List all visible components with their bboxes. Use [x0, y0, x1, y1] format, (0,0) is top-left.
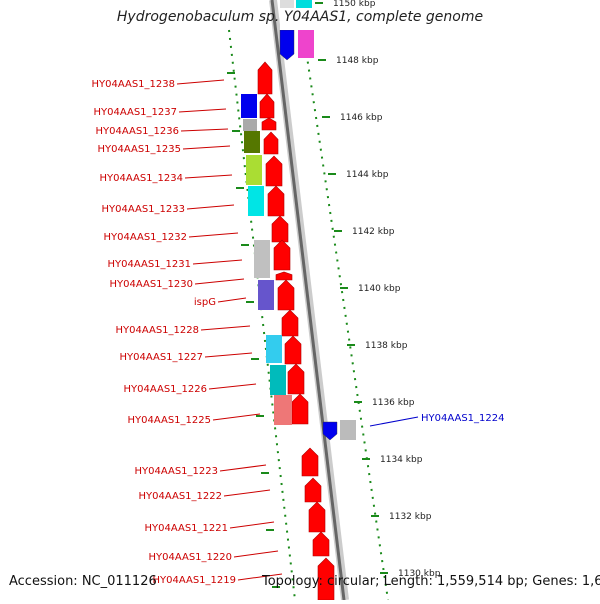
gene-leader-line: [237, 573, 283, 581]
gene-label: HY04AAS1_1232: [104, 232, 187, 243]
feature-block: [274, 395, 292, 425]
gene-leader-line: [208, 383, 257, 390]
feature-tracks: [241, 0, 356, 601]
feature-block: [270, 365, 286, 395]
gene-leader-line: [188, 232, 239, 238]
gene-arrow: [317, 557, 335, 601]
gene-label: HY04AAS1_1230: [110, 279, 193, 290]
feature-block: [296, 0, 312, 8]
feature-block: [254, 240, 270, 278]
gene-arrow: [275, 271, 293, 281]
scale-tick-label: 1130 kbp: [398, 569, 441, 579]
gene-label: HY04AAS1_1233: [102, 204, 185, 215]
gene-arrow: [301, 447, 319, 477]
gene-leader-line: [194, 278, 245, 285]
gene-label: HY04AAS1_1219: [153, 575, 236, 586]
gene-label: HY04AAS1_1220: [149, 552, 232, 563]
gene-arrow: [277, 279, 295, 311]
topology-text: Topology: circular; Length: 1,559,514 bp…: [262, 574, 600, 589]
gene-label: HY04AAS1_1237: [94, 107, 177, 118]
scale-tick-label: 1144 kbp: [346, 170, 389, 180]
feature-block: [340, 420, 356, 440]
ruler-dots-right: [302, 29, 389, 601]
gene-arrow: [322, 421, 338, 441]
feature-block: [280, 0, 294, 10]
scale-ruler: 1150 kbp 1148 kbp 1146 kbp 1144 kbp 1142 kbp…: [227, 0, 441, 601]
gene-leader-line: [184, 174, 233, 179]
gene-arrow: [261, 117, 277, 131]
scale-tick-label: 1132 kbp: [389, 512, 432, 522]
scale-tick-label: 1134 kbp: [380, 455, 423, 465]
gene-leader-line: [192, 259, 243, 265]
gene-label: HY04AAS1_1222: [139, 491, 222, 502]
gene-arrow: [312, 531, 330, 557]
gene-leader-line: [178, 108, 227, 113]
feature-gap: [280, 8, 312, 30]
feature-block: [298, 30, 314, 58]
scale-tick-label: 1138 kbp: [365, 341, 408, 351]
gene-label: HY04AAS1_1238: [92, 79, 175, 90]
scale-tick-label: 1146 kbp: [340, 113, 383, 123]
gene-label: HY04AAS1_1226: [124, 384, 207, 395]
gene-leader-line: [212, 413, 261, 421]
gene-arrow: [263, 131, 279, 155]
scale-tick-label: 1148 kbp: [336, 56, 379, 66]
gene-leader-line: [229, 521, 275, 529]
feature-block: [266, 335, 282, 363]
gene-arrow: [284, 335, 302, 365]
gene-arrow: [267, 185, 285, 217]
feature-block: [244, 131, 260, 153]
gene-arrow: [273, 239, 291, 271]
feature-block: [258, 280, 274, 310]
gene-label: ispG: [194, 297, 216, 308]
gene-leader-line: [200, 325, 251, 331]
gene-label-highlight: HY04AAS1_1224: [421, 413, 504, 424]
feature-block: [246, 155, 262, 185]
gene-arrow: [279, 29, 295, 61]
gene-leader-line: [182, 145, 231, 150]
scale-tick-label: 1142 kbp: [352, 227, 395, 237]
gene-arrow: [287, 363, 305, 395]
feature-block: [243, 119, 257, 131]
accession-text: Accession: NC_011126: [9, 574, 157, 589]
gene-leader-line: [217, 297, 247, 303]
gene-leader-line: [369, 416, 419, 427]
feature-block: [248, 186, 264, 216]
gene-label: HY04AAS1_1221: [145, 523, 228, 534]
scale-tick-label: 1150 kbp: [333, 0, 376, 9]
gene-arrow: [265, 155, 283, 187]
feature-block: [241, 94, 257, 118]
gene-arrow: [271, 215, 289, 243]
gene-label: HY04AAS1_1234: [100, 173, 183, 184]
gene-arrow: [281, 309, 299, 337]
gene-arrow: [257, 61, 273, 95]
genome-backbone: [269, 0, 349, 601]
gene-label: HY04AAS1_1236: [96, 126, 179, 137]
gene-leader-line: [176, 79, 225, 85]
gene-arrow: [259, 93, 275, 119]
gene-leader-line: [204, 352, 253, 358]
gene-leader-line: [219, 464, 267, 472]
backbone-line: [270, 0, 346, 601]
gene-label: HY04AAS1_1231: [108, 259, 191, 270]
gene-arrow: [308, 501, 326, 533]
gene-leader-line: [223, 489, 271, 497]
gene-label: HY04AAS1_1225: [128, 415, 211, 426]
gene-leader-line: [186, 204, 235, 210]
gene-leader-line: [233, 550, 279, 558]
gene-label: HY04AAS1_1235: [98, 144, 181, 155]
gene-label: HY04AAS1_1227: [120, 352, 203, 363]
gene-label: HY04AAS1_1223: [135, 466, 218, 477]
gene-arrow: [291, 393, 309, 425]
gene-arrow: [304, 477, 322, 503]
scale-tick-label: 1140 kbp: [358, 284, 401, 294]
gene-label: HY04AAS1_1228: [116, 325, 199, 336]
gene-leader-line: [180, 128, 229, 132]
gene-labels: HY04AAS1_1238 HY04AAS1_1237 HY04AAS1_1236 H…: [92, 79, 505, 586]
scale-tick-label: 1136 kbp: [372, 398, 415, 408]
map-title: Hydrogenobaculum sp. Y04AAS1, complete g…: [116, 9, 484, 25]
